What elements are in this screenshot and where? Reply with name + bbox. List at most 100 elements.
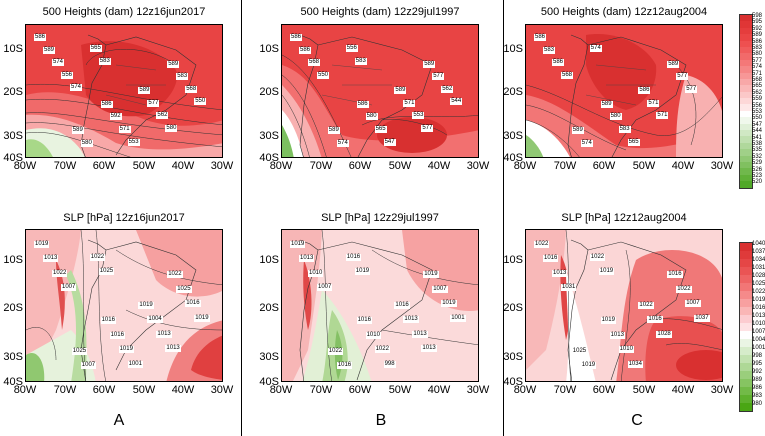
contour-label: 577	[147, 99, 160, 107]
colorbar-swatch	[740, 243, 752, 251]
colorbar-swatch	[740, 161, 752, 169]
colorbar-swatch	[740, 275, 752, 283]
colorbar-slp	[739, 242, 753, 412]
colorbar-label: 1028	[752, 273, 765, 279]
x-tick: 60W	[592, 160, 616, 172]
y-tick: 30S	[3, 130, 23, 142]
panel-title: SLP [hPa] 12z16jun2017	[63, 212, 185, 224]
colorbar-label: 989	[752, 377, 763, 383]
contour-label: 586	[638, 87, 651, 94]
contour-label: 1022	[374, 346, 390, 354]
panel-title: SLP [hPa] 12z29jul1997	[321, 212, 439, 224]
colorbar-label: 589	[752, 32, 763, 39]
contour-label: 553	[412, 112, 425, 120]
contour-label: 1013	[412, 330, 428, 338]
colorbar-swatch	[740, 34, 752, 41]
x-tick: 40W	[171, 160, 195, 172]
y-tick: 40S	[259, 152, 279, 164]
column-divider	[503, 0, 504, 436]
colorbar-swatch	[740, 142, 752, 150]
contour-label: 1019	[441, 300, 457, 308]
contour-label: 1022	[534, 240, 550, 248]
colorbar-swatch	[740, 387, 752, 395]
contour-label: 586	[356, 100, 369, 108]
contour-label: 1013	[421, 345, 437, 352]
contour-label: 1022	[676, 285, 692, 293]
contour-label: 1037	[694, 314, 710, 322]
colorbar-label: 577	[752, 57, 763, 64]
colorbar-label: 1034	[752, 257, 765, 263]
contour-label: 1019	[138, 301, 154, 309]
contour-label: 565	[627, 138, 640, 146]
contour-label: 1010	[308, 269, 324, 277]
contour-label: 1028	[656, 330, 672, 338]
contour-label: 1022	[327, 347, 344, 355]
colorbar-label: 556	[752, 102, 763, 109]
y-tick: 40S	[3, 152, 23, 164]
contour-label: 1022	[638, 301, 654, 309]
colorbar-swatch	[740, 299, 752, 307]
colorbar-swatch	[740, 339, 752, 347]
contour-label: 1019	[600, 317, 616, 325]
y-tick: 20S	[259, 86, 279, 98]
x-tick: 30W	[710, 160, 734, 172]
x-tick: 70W	[553, 384, 577, 396]
colorbar-swatch	[740, 72, 752, 79]
column-letter-b: B	[375, 412, 387, 429]
contour-label: 1025	[98, 268, 115, 276]
colorbar-swatch	[740, 181, 752, 188]
contour-label: 1022	[52, 269, 68, 277]
contour-label: 1007	[80, 362, 97, 370]
x-tick: 60W	[92, 160, 116, 172]
colorbar-swatch	[740, 331, 752, 339]
colorbar-swatch	[740, 117, 752, 124]
contour-label: 1025	[71, 347, 88, 355]
contour-label: 1013	[299, 255, 315, 263]
y-tick: 20S	[503, 86, 523, 98]
contour-label: 1013	[552, 269, 568, 277]
colorbar-swatch	[740, 347, 752, 355]
contour-label: 589	[667, 60, 680, 68]
x-tick: 40W	[427, 160, 451, 172]
colorbar-label: 598	[752, 13, 763, 19]
contour-label: 1016	[345, 253, 362, 261]
contour-label: 1007	[685, 300, 701, 308]
colorbar-label: 538	[752, 141, 763, 147]
colorbar-swatch	[740, 395, 752, 403]
panel-title: 500 Heights (dam) 12z29jul1997	[300, 6, 460, 18]
contour-label: 1007	[432, 285, 448, 293]
colorbar-label: 998	[752, 353, 763, 359]
y-tick: 20S	[503, 302, 523, 314]
y-tick: 10S	[503, 254, 523, 266]
x-tick: 30W	[210, 160, 234, 172]
panel-title: 500 Heights (dam) 12z16jun2017	[42, 6, 206, 18]
colorbar-swatch	[740, 21, 752, 28]
x-tick: 60W	[348, 160, 372, 172]
colorbar-swatch	[740, 40, 752, 47]
colorbar-label: 1037	[752, 249, 765, 255]
contour-label: 998	[383, 360, 396, 368]
contour-label: 562	[441, 85, 454, 93]
contour-label: 1016	[647, 316, 663, 323]
y-tick: 10S	[503, 43, 523, 55]
colorbar-swatch	[740, 149, 752, 156]
contour-label: 580	[165, 124, 178, 132]
colorbar-swatch	[740, 59, 752, 67]
colorbar-swatch	[740, 110, 752, 118]
x-tick: 30W	[466, 160, 490, 172]
x-tick: 80W	[13, 160, 37, 172]
contour-label: 583	[543, 46, 556, 54]
contour-label: 583	[354, 58, 367, 66]
colorbar-swatch	[740, 123, 752, 131]
y-tick: 30S	[3, 351, 23, 363]
colorbar-label: 983	[752, 393, 763, 399]
contour-label: 574	[52, 59, 65, 67]
colorbar-label: 526	[752, 166, 763, 173]
colorbar-swatch	[740, 46, 752, 54]
x-tick: 60W	[592, 384, 616, 396]
colorbar-label: 1019	[752, 297, 765, 303]
x-tick: 80W	[513, 384, 537, 396]
x-tick: 70W	[309, 160, 333, 172]
colorbar-label: 986	[752, 385, 763, 391]
contour-label: 589	[71, 127, 84, 135]
